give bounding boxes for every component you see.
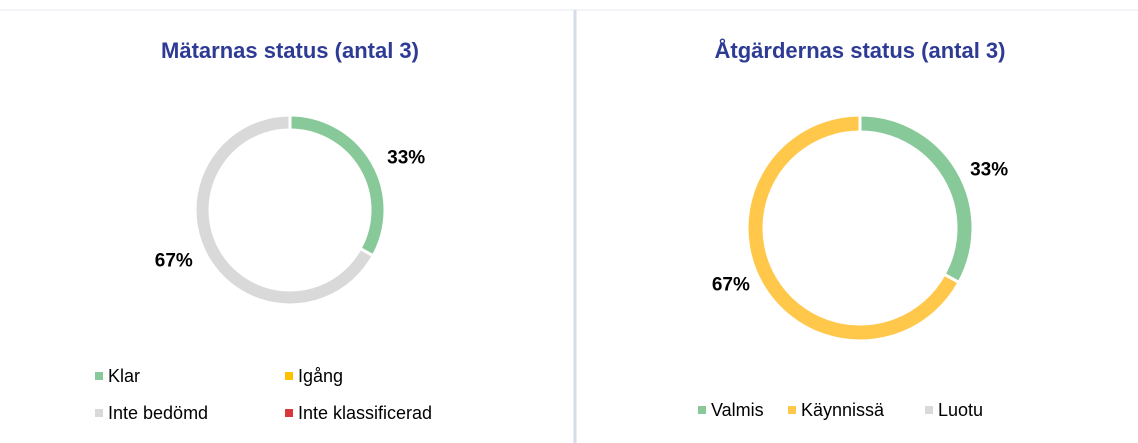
chart-title: Mätarnas status (antal 3): [161, 38, 419, 63]
legend-label: Valmis: [711, 400, 764, 420]
legend-label: Luotu: [938, 400, 983, 420]
legend-swatch: [285, 409, 293, 417]
data-label: 33%: [970, 160, 1008, 181]
chart-title: Åtgärdernas status (antal 3): [715, 37, 1006, 63]
data-label: 67%: [155, 251, 193, 272]
legend-label: Igång: [298, 366, 343, 386]
legend-swatch: [925, 406, 933, 414]
legend-label: Inte bedömd: [108, 403, 208, 423]
data-label: 33%: [387, 147, 425, 168]
legend-label: Käynnissä: [801, 400, 885, 420]
legend-swatch: [285, 372, 293, 380]
legend-label: Inte klassificerad: [298, 403, 432, 423]
legend-label: Klar: [108, 366, 140, 386]
donut-segment: [193, 113, 376, 307]
legend-swatch: [698, 406, 706, 414]
donut-segment: [745, 113, 962, 343]
legend-swatch: [95, 372, 103, 380]
legend-swatch: [95, 409, 103, 417]
legend-swatch: [788, 406, 796, 414]
data-label: 67%: [712, 274, 750, 295]
